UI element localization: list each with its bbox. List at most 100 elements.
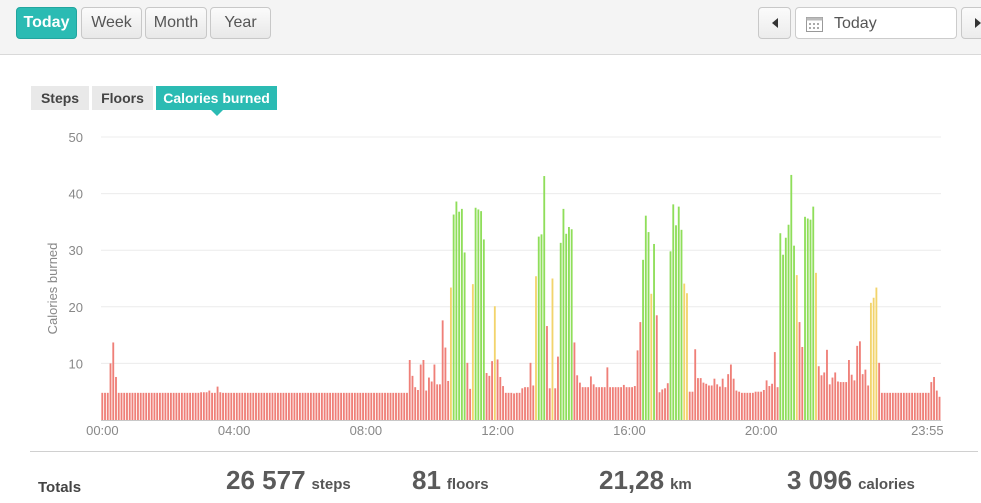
top-toolbar: Today Week Month Year Today xyxy=(0,0,981,55)
period-tab-year[interactable]: Year xyxy=(210,7,271,39)
metric-tab-steps[interactable]: Steps xyxy=(31,86,89,110)
calorie-bar xyxy=(150,392,153,420)
y-tick-label: 50 xyxy=(69,130,83,145)
calorie-bar xyxy=(812,206,815,420)
calorie-bar xyxy=(353,392,356,420)
calorie-bar xyxy=(691,391,694,420)
calorie-bar xyxy=(499,376,502,420)
calorie-bar xyxy=(699,378,702,420)
x-tick-label: 00:00 xyxy=(86,423,119,438)
calorie-bar xyxy=(647,232,650,420)
calorie-bar xyxy=(211,392,213,420)
metric-tab-floors[interactable]: Floors xyxy=(92,86,153,110)
calorie-bar xyxy=(801,346,804,420)
calorie-bar xyxy=(729,364,732,420)
calorie-bar xyxy=(765,380,768,420)
period-tab-month[interactable]: Month xyxy=(145,7,207,39)
calorie-bar xyxy=(598,387,601,420)
calorie-bar xyxy=(562,208,565,420)
calorie-bar xyxy=(183,392,186,420)
calorie-bar xyxy=(653,243,655,420)
calorie-bar xyxy=(908,392,911,420)
calorie-bar xyxy=(320,392,323,420)
calorie-bar xyxy=(345,392,348,420)
calorie-bar xyxy=(326,392,329,420)
calorie-bar xyxy=(872,297,875,420)
calorie-bar xyxy=(727,374,730,420)
calorie-bar xyxy=(296,392,299,420)
calorie-bar xyxy=(889,392,892,420)
calorie-bar xyxy=(672,204,675,420)
calorie-bar xyxy=(222,392,224,420)
calorie-bar xyxy=(194,392,197,420)
total-distance-unit: km xyxy=(670,476,692,493)
calorie-bar xyxy=(521,388,524,420)
date-picker[interactable]: Today xyxy=(795,7,957,39)
calorie-bar xyxy=(477,209,480,420)
calorie-bar xyxy=(716,384,719,420)
calorie-bar xyxy=(137,392,139,420)
calorie-bar xyxy=(400,392,403,420)
calorie-bar xyxy=(617,387,620,420)
calorie-bar xyxy=(115,376,117,420)
calorie-bar xyxy=(158,392,161,420)
calorie-bar xyxy=(532,385,535,420)
calorie-bar xyxy=(329,392,332,420)
calorie-bar xyxy=(902,392,905,420)
metric-tab-calories-burned[interactable]: Calories burned xyxy=(156,86,277,116)
calorie-bar xyxy=(406,392,408,420)
calorie-bar xyxy=(831,377,834,420)
calorie-bar xyxy=(702,382,705,420)
calorie-bar xyxy=(480,211,483,420)
calorie-bar xyxy=(587,387,590,420)
next-day-button[interactable] xyxy=(961,7,981,39)
calorie-bar xyxy=(274,392,277,420)
calorie-bar xyxy=(348,392,351,420)
calorie-bar xyxy=(828,384,831,420)
calorie-bar xyxy=(224,392,227,420)
calorie-bar xyxy=(268,392,271,420)
calorie-bar xyxy=(309,392,312,420)
prev-day-button[interactable] xyxy=(758,7,791,39)
calorie-bar xyxy=(554,388,557,420)
calorie-bar xyxy=(749,392,752,420)
calorie-bar xyxy=(537,236,540,420)
calorie-bar xyxy=(260,392,263,420)
total-floors-value: 81 xyxy=(412,465,441,495)
calorie-bar xyxy=(515,392,518,420)
calorie-bar xyxy=(927,392,930,420)
period-tab-week[interactable]: Week xyxy=(81,7,142,39)
calorie-bar xyxy=(460,208,463,420)
period-tab-today[interactable]: Today xyxy=(16,7,77,39)
calorie-bar xyxy=(815,272,817,420)
calorie-bar xyxy=(367,392,370,420)
calorie-bar xyxy=(820,375,823,420)
calorie-bar xyxy=(738,391,741,420)
calorie-bar xyxy=(589,376,592,420)
calorie-bar xyxy=(625,387,628,420)
calorie-bar xyxy=(441,320,444,420)
calorie-bar xyxy=(853,380,856,420)
calorie-bar xyxy=(826,349,828,420)
calorie-bar xyxy=(304,392,307,420)
calorie-bar xyxy=(180,392,183,420)
total-floors: 81 floors xyxy=(412,465,489,496)
calorie-bar xyxy=(565,233,568,420)
calorie-bar xyxy=(282,392,285,420)
calendar-icon xyxy=(806,17,823,32)
calorie-bar xyxy=(342,392,345,420)
calorie-bar xyxy=(861,374,864,420)
calorie-bar xyxy=(620,387,623,420)
calorie-bar xyxy=(436,384,439,420)
calorie-bar xyxy=(757,391,760,420)
calorie-bar xyxy=(139,392,142,420)
calorie-bar xyxy=(375,392,378,420)
calorie-bar xyxy=(334,392,337,420)
calorie-bar xyxy=(469,388,472,420)
calorie-bar xyxy=(117,392,120,420)
calorie-bar xyxy=(364,392,367,420)
calorie-bar xyxy=(518,392,521,420)
calorie-bar xyxy=(867,385,870,420)
calorie-bar xyxy=(293,392,296,420)
totals-label: Totals xyxy=(38,479,82,496)
